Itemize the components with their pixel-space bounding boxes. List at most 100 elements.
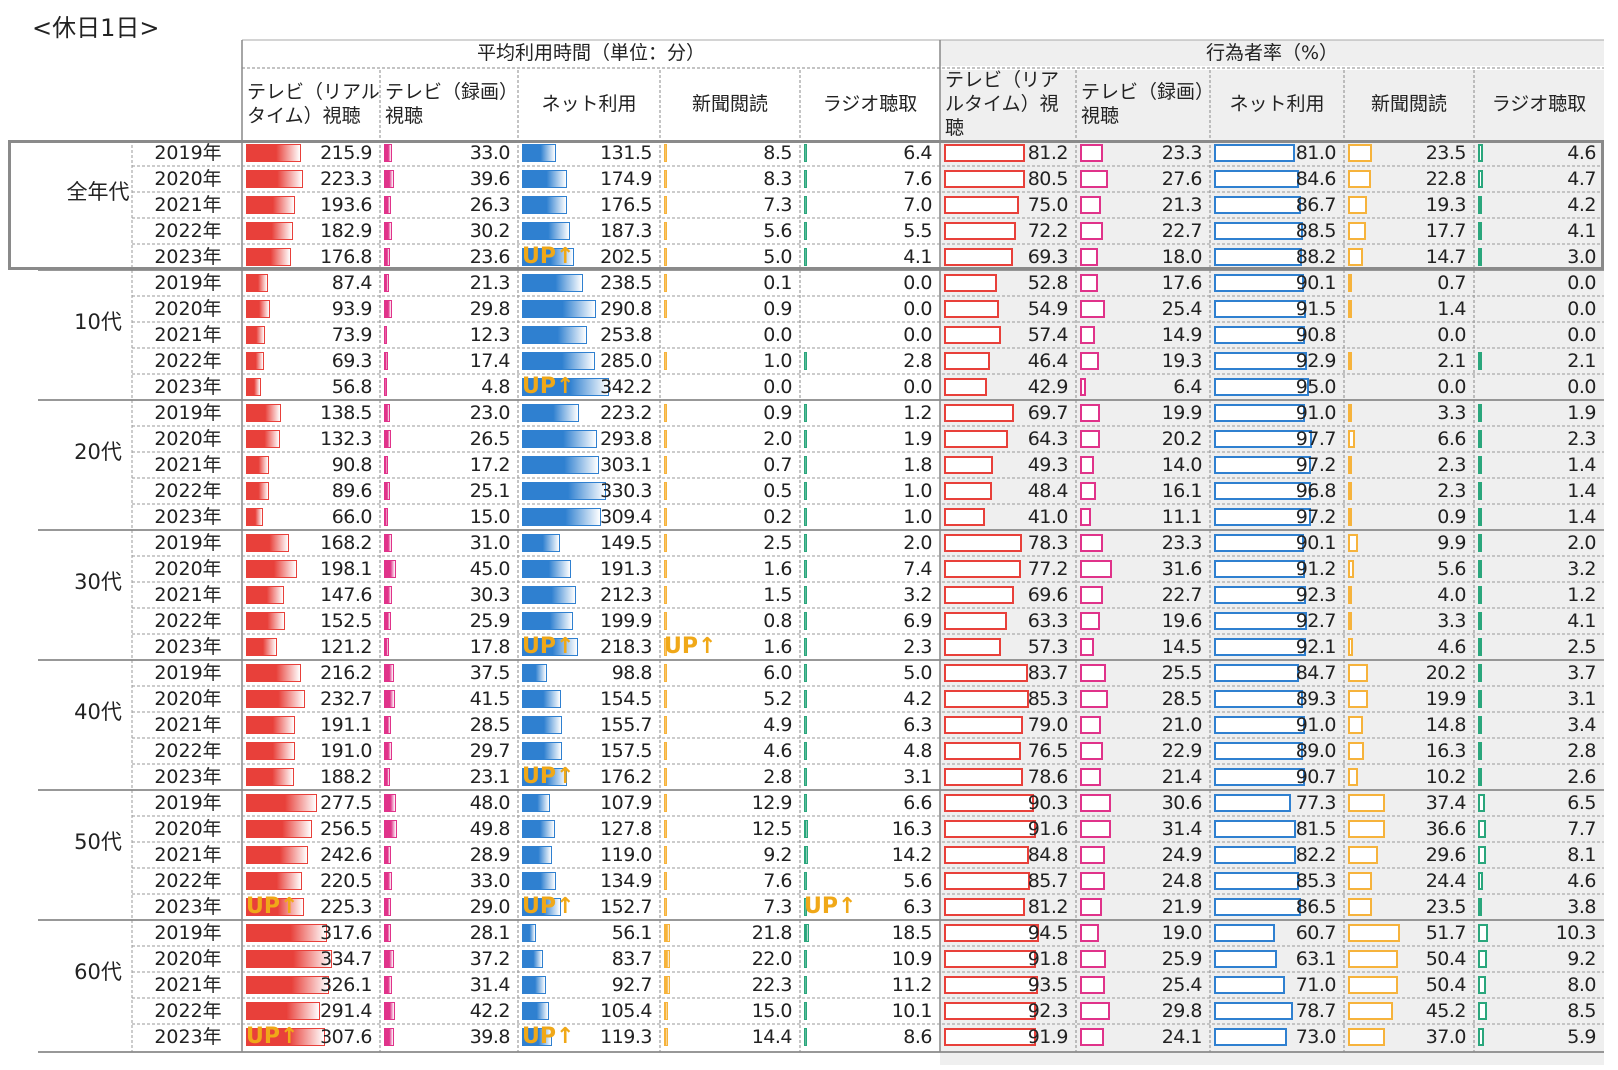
time-bar	[664, 170, 667, 188]
up-badge: UP↑	[246, 894, 299, 919]
rate-cell: 3.1	[1474, 686, 1604, 712]
time-bar	[664, 508, 667, 526]
rate-value: 36.6	[1425, 818, 1467, 840]
time-bar	[522, 560, 571, 578]
time-bar	[384, 872, 392, 890]
rate-value: 45.2	[1425, 1000, 1467, 1022]
time-value: 5.0	[903, 662, 932, 684]
time-cell: 334.7	[242, 946, 380, 972]
time-value: 5.2	[763, 688, 792, 710]
up-badge: UP↑	[664, 634, 717, 659]
rate-bar	[1348, 274, 1352, 292]
rate-bar	[1080, 534, 1103, 552]
rate-bar	[1080, 586, 1103, 604]
time-value: 168.2	[320, 532, 372, 554]
time-value: 188.2	[320, 766, 372, 788]
rate-bar	[1478, 768, 1482, 786]
time-value: 7.6	[763, 870, 792, 892]
rate-cell: 54.9	[940, 296, 1076, 322]
rate-cell: 36.6	[1344, 816, 1474, 842]
time-value: 4.9	[763, 714, 792, 736]
rate-cell: 97.2	[1210, 504, 1344, 530]
rate-value: 85.7	[1027, 870, 1069, 892]
rate-cell: 86.5	[1210, 894, 1344, 920]
time-bar	[804, 586, 807, 604]
rate-value: 2.3	[1567, 428, 1596, 450]
rate-cell: 77.2	[940, 556, 1076, 582]
rate-bar	[944, 716, 1023, 734]
time-value: 1.0	[763, 350, 792, 372]
time-bar	[384, 508, 388, 526]
rate-cell: 2.3	[1474, 426, 1604, 452]
time-cell: 0.0	[800, 322, 940, 348]
time-value: 218.3	[600, 636, 652, 658]
year-label: 2023年	[154, 246, 222, 268]
rate-cell: 90.8	[1210, 322, 1344, 348]
time-cell: 17.4	[380, 348, 518, 374]
rate-value: 1.4	[1567, 454, 1596, 476]
rate-value: 49.3	[1027, 454, 1069, 476]
rate-value: 88.5	[1295, 220, 1337, 242]
time-bar	[522, 144, 556, 162]
rate-value: 92.1	[1295, 636, 1337, 658]
rate-value: 91.6	[1027, 818, 1069, 840]
time-bar	[804, 820, 808, 838]
rate-cell: 22.9	[1076, 738, 1210, 764]
rate-cell: 45.2	[1344, 998, 1474, 1024]
time-cell: 73.9	[242, 322, 380, 348]
rate-value: 0.0	[1567, 272, 1596, 294]
rate-value: 50.4	[1425, 948, 1467, 970]
time-bar	[664, 846, 667, 864]
rate-bar	[1348, 690, 1368, 708]
time-value: 317.6	[320, 922, 372, 944]
rate-cell: 84.7	[1210, 660, 1344, 686]
time-cell: 41.5	[380, 686, 518, 712]
time-value: 29.8	[469, 298, 511, 320]
rate-cell: 9.9	[1344, 530, 1474, 556]
rate-cell: 78.7	[1210, 998, 1344, 1024]
rate-bar	[1080, 144, 1103, 162]
rate-cell: 16.3	[1344, 738, 1474, 764]
rate-value: 8.0	[1567, 974, 1596, 996]
rate-value: 16.3	[1425, 740, 1467, 762]
rate-bar	[1214, 274, 1304, 292]
time-value: 0.1	[763, 272, 792, 294]
time-value: 253.8	[600, 324, 652, 346]
time-cell: 121.2	[242, 634, 380, 660]
time-bar	[522, 430, 597, 448]
time-cell: 37.2	[380, 946, 518, 972]
time-cell: 1.6 UP↑	[660, 634, 800, 660]
rate-bar	[1080, 1002, 1110, 1020]
time-bar	[804, 508, 807, 526]
rate-bar	[1214, 170, 1299, 188]
time-bar	[384, 248, 390, 266]
time-value: 0.0	[903, 324, 932, 346]
time-bar	[522, 664, 547, 682]
rate-bar	[1478, 612, 1482, 630]
time-bar	[804, 638, 807, 656]
rate-value: 21.3	[1161, 194, 1203, 216]
time-value: 5.5	[903, 220, 932, 242]
time-bar	[664, 430, 667, 448]
rate-cell: 0.0	[1344, 374, 1474, 400]
rate-cell: 88.5	[1210, 218, 1344, 244]
time-cell: 33.0	[380, 868, 518, 894]
rate-cell: 92.1	[1210, 634, 1344, 660]
time-value: 5.6	[903, 870, 932, 892]
rate-cell: 91.0	[1210, 400, 1344, 426]
rate-cell: 25.4	[1076, 972, 1210, 998]
rate-bar	[944, 170, 1025, 188]
rate-cell: 69.7	[940, 400, 1076, 426]
time-cell: 187.3	[518, 218, 660, 244]
rate-bar	[1214, 638, 1306, 656]
time-value: 73.9	[331, 324, 373, 346]
time-value: 87.4	[331, 272, 373, 294]
time-value: 187.3	[600, 220, 652, 242]
rate-bar	[944, 794, 1034, 812]
time-value: 1.5	[763, 584, 792, 606]
rate-cell: 42.9	[940, 374, 1076, 400]
rate-bar	[1348, 612, 1352, 630]
time-value: 3.2	[903, 584, 932, 606]
rate-value: 78.7	[1295, 1000, 1337, 1022]
time-value: 291.4	[320, 1000, 372, 1022]
